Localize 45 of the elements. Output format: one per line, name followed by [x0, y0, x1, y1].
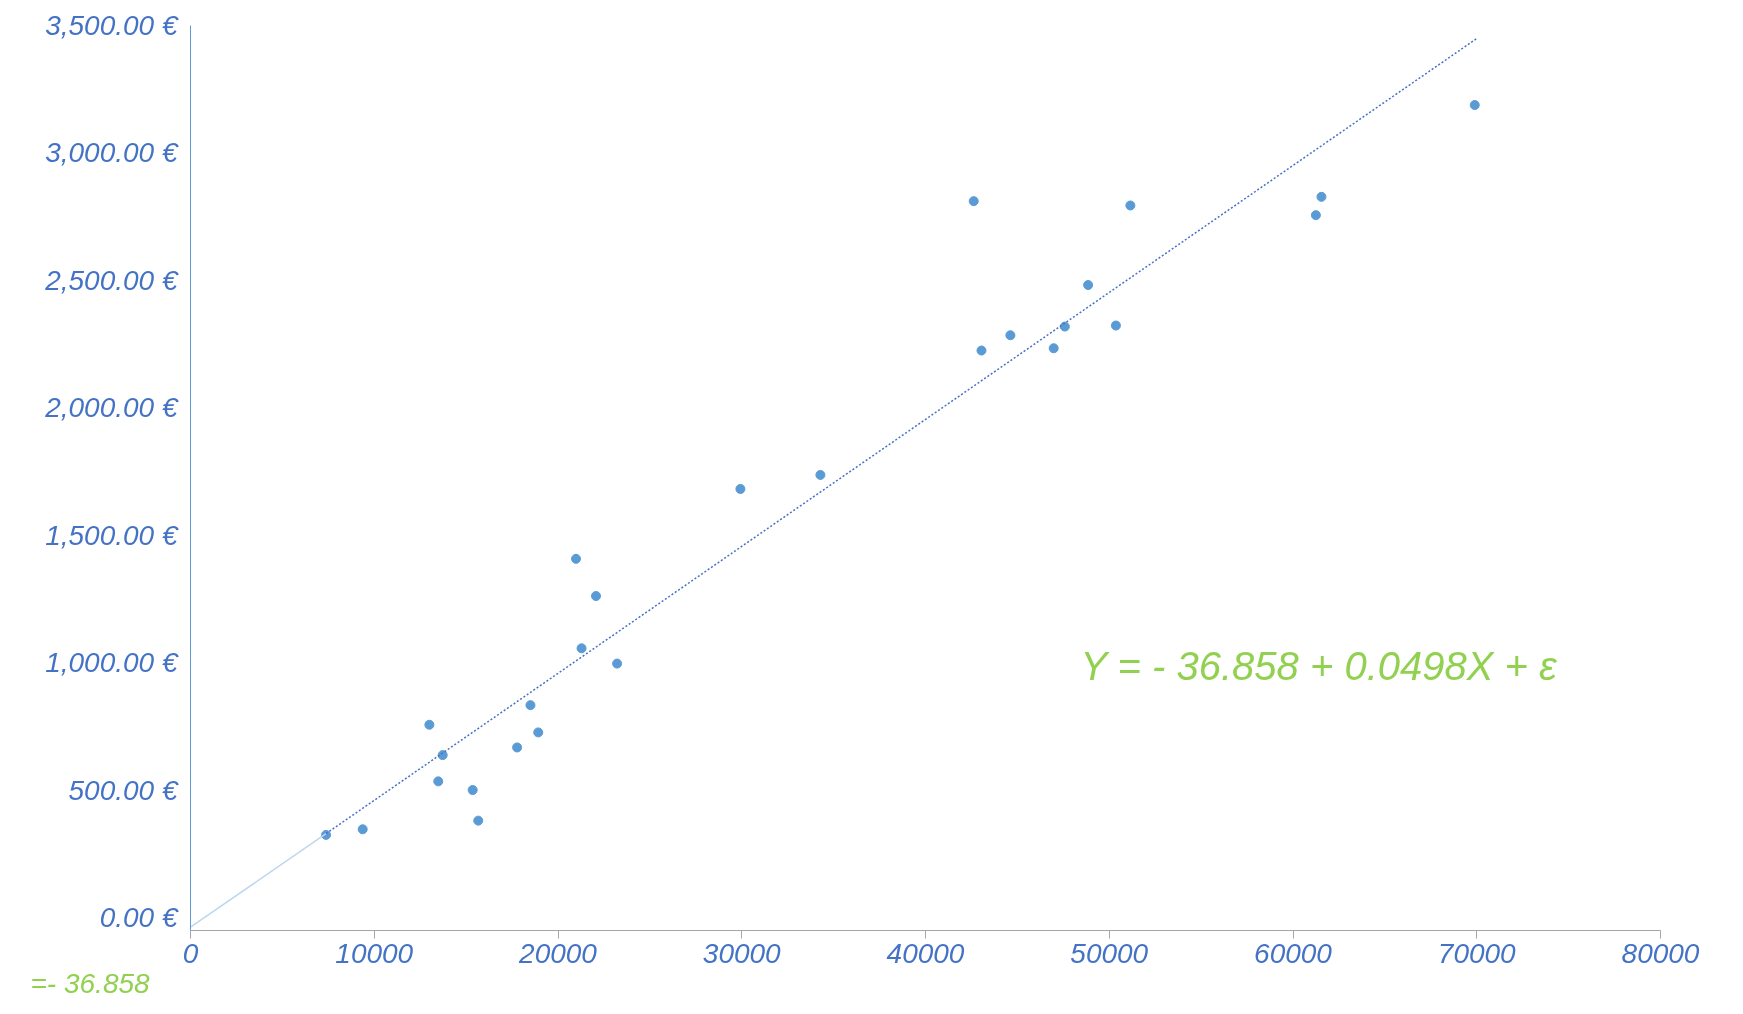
point: [437, 750, 448, 761]
point: [968, 196, 979, 207]
x-tick-label: 30000: [702, 937, 782, 969]
point: [1469, 100, 1480, 111]
point: [1005, 330, 1016, 341]
point: [1110, 320, 1121, 331]
point: [525, 700, 536, 711]
x-tick-label: 80000: [1621, 937, 1700, 969]
point: [357, 824, 368, 835]
x-tick-label: 50000: [1070, 937, 1149, 969]
y-tick-label: 2,000.00 €: [44, 392, 179, 424]
point: [533, 727, 544, 738]
x-tick-label: 40000: [886, 937, 965, 969]
x-tick-label: 70000: [1437, 937, 1517, 969]
point: [1310, 210, 1321, 221]
point: [424, 719, 435, 730]
y-tick-label: 500.00 €: [68, 774, 179, 806]
point: [815, 469, 826, 480]
point: [735, 483, 746, 494]
point: [1083, 280, 1094, 291]
y-tick-label: 2,500.00 €: [44, 264, 179, 296]
x-tick-label: 0: [182, 937, 199, 969]
point: [512, 742, 523, 753]
point: [1059, 321, 1070, 332]
y-tick-label: 1,000.00 €: [45, 647, 179, 679]
y-tick-label: 0.00 €: [99, 902, 179, 934]
point: [473, 815, 484, 826]
point: [612, 658, 623, 669]
point: [591, 591, 601, 602]
point: [1125, 200, 1136, 211]
y-tick-label: 1,500.00 €: [45, 519, 179, 551]
point: [571, 553, 582, 564]
point: [976, 345, 987, 356]
x-tick-label: 20000: [518, 937, 598, 969]
x-tick-label: 60000: [1254, 937, 1333, 969]
point: [1316, 191, 1327, 202]
text: =- 36.858: [30, 967, 151, 999]
y-tick-label: 3,000.00 €: [45, 137, 179, 169]
point: [576, 643, 587, 654]
point: [433, 776, 444, 787]
x-tick-label: 10000: [335, 937, 414, 969]
annotation: Y = - 36.858 + 0.0498X + ε: [1080, 643, 1559, 688]
y-tick-label: 3,500.00 €: [45, 10, 179, 41]
point: [1048, 343, 1059, 354]
point: [467, 785, 478, 796]
